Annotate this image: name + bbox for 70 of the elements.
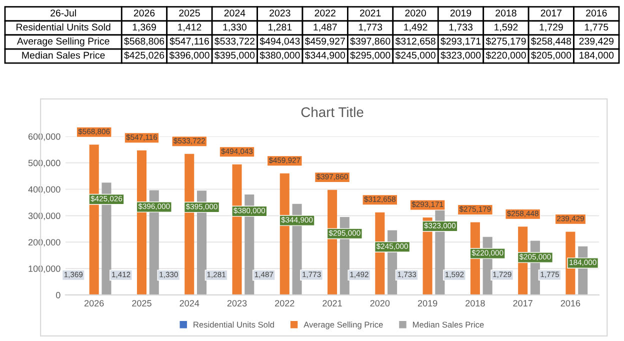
text: 1,729 [540,24,563,32]
text: $295,000 [350,51,390,60]
y-tick-label: 600,000 [28,133,60,141]
text: 1,733 [449,24,472,32]
category-label: 2021 [360,10,381,16]
chart-title: Chart Title [301,106,364,118]
text: $533,722 [214,37,254,46]
category-label: 2019 [450,10,472,16]
category-label: 2020 [405,10,426,16]
text: $258,448 [531,37,572,46]
category-label: 2024 [224,10,246,16]
text: $344,900 [304,51,346,60]
y-tick-label: 300,000 [28,212,60,220]
x-tick-label: 2018 [466,300,485,306]
category-label: 2023 [270,10,290,16]
text: $396,000 [169,51,210,60]
text: 1,592 [494,24,518,32]
text: $395,000 [214,51,255,60]
legend-label: Median Sales Price [413,321,484,328]
text: $425,026 [124,51,164,60]
x-tick-label: 2021 [322,300,342,306]
x-tick-label: 2023 [227,300,247,306]
text: $459,927 [304,37,345,46]
x-tick-label: 2025 [132,300,152,306]
text: $547,116 [170,37,209,46]
text: $312,658 [395,37,436,46]
y-tick-label: 400,000 [28,186,60,194]
text: 1,775 [584,24,608,32]
legend-label: Average Selling Price [304,321,383,330]
x-tick-label: 2020 [370,300,390,306]
category-label: 2026 [134,10,155,16]
y-tick-label: 200,000 [28,239,60,247]
text: $380,000 [260,51,300,60]
text: $245,000 [395,51,436,60]
category-label: 2018 [496,10,516,16]
category-label: 2017 [540,10,562,16]
text: $568,806 [124,37,164,46]
text: Median Sales Price [22,52,105,59]
x-tick-label: 2017 [513,300,532,306]
x-tick-label: 2022 [275,300,294,306]
text: 26-Jul [50,9,76,16]
text: $220,000 [486,51,526,60]
text: $323,000 [440,51,481,60]
x-tick-label: 2019 [418,300,438,306]
text: 184,000 [580,52,614,60]
text: 239,429 [579,38,614,46]
text: $275,179 [486,37,526,46]
category-label: 2022 [314,10,336,16]
x-tick-label: 2016 [560,300,580,306]
text: 1,369 [132,24,156,32]
x-tick-label: 2024 [180,300,200,306]
text: 1,412 [178,24,202,32]
legend-label: Residential Units Sold [194,321,274,328]
text: 1,487 [314,24,337,32]
text: $293,171 [440,37,481,46]
category-label: 2025 [179,10,200,16]
y-tick-label: 500,000 [28,160,60,168]
text: 1,492 [404,24,428,32]
y-tick-label: 0 [56,292,60,298]
y-tick-label: 100,000 [28,266,60,273]
text: 1,773 [358,24,382,32]
text: $205,000 [531,51,572,60]
text: 1,281 [268,24,292,32]
text: $397,860 [350,37,390,46]
category-label: 2016 [586,10,607,16]
text: 1,330 [223,24,246,32]
x-tick-label: 2026 [84,300,104,306]
text: Average Selling Price [16,37,110,47]
text: Residential Units Sold [16,23,110,31]
text: $494,043 [260,37,300,46]
